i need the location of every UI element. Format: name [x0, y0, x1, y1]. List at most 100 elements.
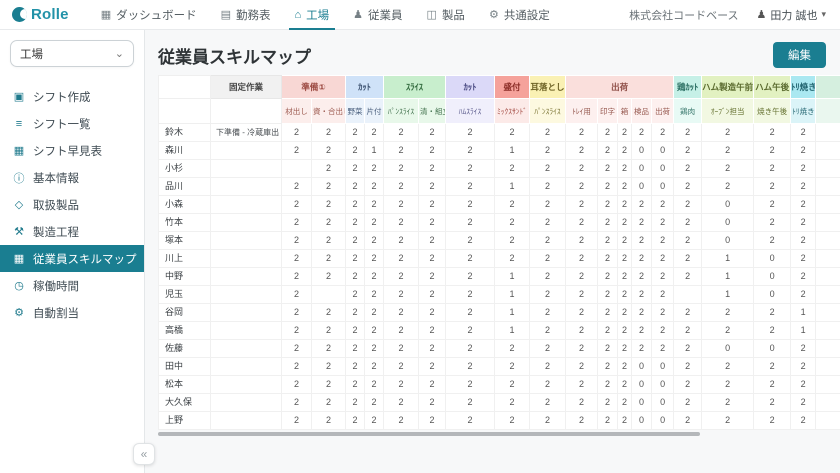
- user-menu[interactable]: ♟ 田力 誠也 ▾: [757, 7, 826, 23]
- top-nav: ▦ ダッシュボード ▤ 勤務表 ⌂ 工場 ♟ 従業員 ◫ 製品 ⚙ 共通設定: [89, 0, 562, 30]
- skill-cell: 2: [494, 375, 531, 394]
- skill-cell: 2: [753, 213, 792, 232]
- skill-cell: 1: [494, 267, 531, 286]
- skill-cell: 2: [673, 213, 703, 232]
- caret-down-icon: ▾: [821, 9, 826, 19]
- top-navbar: Rolle ▦ ダッシュボード ▤ 勤務表 ⌂ 工場 ♟ 従業員 ◫ 製品 ⚙ …: [0, 0, 840, 30]
- sidebar-item-shift-create[interactable]: ▣ シフト作成: [13, 91, 91, 104]
- skill-cell: 2: [281, 177, 312, 196]
- skill-cell: 2: [345, 357, 366, 376]
- skill-cell: 2: [383, 159, 420, 178]
- column-group-header: 盛付: [494, 75, 531, 99]
- fixed-task: [210, 285, 282, 304]
- skill-cell: 2: [651, 195, 675, 214]
- column-group-header: ｽﾗｲｽ: [383, 75, 447, 99]
- column-header: ﾐｯｸｽｻﾝﾄﾞ: [494, 98, 531, 124]
- skill-cell: 0: [701, 213, 755, 232]
- skill-cell: 2: [565, 285, 599, 304]
- sidebar-item-hours[interactable]: ◷ 稼働時間: [14, 280, 79, 293]
- workplace-select[interactable]: 工場 ⌄: [10, 40, 134, 67]
- sidebar-item-shift-list[interactable]: ≡ シフト一覧: [0, 110, 144, 137]
- nav-item-products[interactable]: ◫ 製品: [426, 9, 465, 22]
- skill-cell: 2: [753, 159, 792, 178]
- skill-cell: 2: [701, 141, 755, 160]
- column-header: 鶏肉: [673, 98, 703, 124]
- nav-item-factory[interactable]: ⌂ 工場: [283, 0, 342, 30]
- skill-cell: 2: [310, 357, 347, 376]
- skill-cell: 2: [617, 123, 633, 142]
- rolle-logo-icon: [12, 7, 27, 22]
- skill-cell: 2: [364, 213, 385, 232]
- nav-item-employees[interactable]: ♟ 従業員: [353, 9, 403, 22]
- sidebar-collapse-button[interactable]: «: [133, 443, 155, 465]
- skill-cell: 0: [651, 411, 675, 430]
- nav-item-timesheet[interactable]: ▤ 勤務表: [220, 9, 271, 22]
- skill-cell: [815, 339, 840, 358]
- sidebar-item-handled-products[interactable]: ◇ 取扱製品: [14, 199, 79, 212]
- skill-cell: 2: [597, 303, 619, 322]
- skill-cell: [815, 213, 840, 232]
- skill-cell: 2: [673, 123, 703, 142]
- sidebar-item-basic-info[interactable]: ⓘ 基本情報: [0, 164, 144, 191]
- column-header: 清・組立: [418, 98, 447, 124]
- skill-cell: 2: [617, 231, 633, 250]
- skill-cell: 2: [445, 231, 496, 250]
- sidebar-item-auto-assign[interactable]: ⚙ 自動割当: [14, 307, 79, 320]
- skill-cell: [815, 141, 840, 160]
- skill-cell: 2: [345, 123, 366, 142]
- skill-cell: 2: [494, 231, 531, 250]
- skill-cell: 2: [529, 285, 567, 304]
- skill-cell: 2: [281, 141, 312, 160]
- skill-cell: 0: [631, 177, 653, 196]
- skill-cell: 2: [753, 375, 792, 394]
- skill-cell: 2: [701, 411, 755, 430]
- skill-cell: 2: [753, 303, 792, 322]
- skill-cell: 2: [383, 231, 420, 250]
- skill-cell: 2: [790, 267, 817, 286]
- skill-cell: 1: [701, 267, 755, 286]
- skill-cell: 2: [597, 375, 619, 394]
- skill-cell: 2: [494, 249, 531, 268]
- skill-cell: 2: [565, 177, 599, 196]
- skill-cell: 2: [310, 339, 347, 358]
- horizontal-scrollbar[interactable]: [158, 432, 700, 436]
- nav-item-dashboard[interactable]: ▦ ダッシュボード: [100, 9, 197, 22]
- skill-cell: 2: [673, 267, 703, 286]
- skill-cell: [815, 411, 840, 430]
- sidebar-item-skill-map[interactable]: ▦ 従業員スキルマップ: [0, 245, 144, 272]
- skill-cell: 2: [310, 249, 347, 268]
- skill-cell: 2: [364, 159, 385, 178]
- skill-cell: 2: [631, 249, 653, 268]
- app-logo[interactable]: Rolle: [12, 6, 69, 23]
- skill-cell: 1: [494, 285, 531, 304]
- fixed-task: [210, 177, 282, 196]
- skill-cell: 2: [673, 177, 703, 196]
- sidebar-item-shift-table[interactable]: ▦ シフト早見表: [13, 145, 102, 158]
- skill-cell: 2: [345, 285, 366, 304]
- sidebar-item-process[interactable]: ⚒ 製造工程: [14, 226, 79, 239]
- nav-item-settings[interactable]: ⚙ 共通設定: [488, 9, 550, 22]
- skill-cell: 2: [597, 195, 619, 214]
- skill-cell: 2: [494, 123, 531, 142]
- edit-button[interactable]: 編集: [773, 42, 826, 68]
- skill-cell: 2: [418, 159, 447, 178]
- column-header: 資・合出し: [310, 98, 347, 124]
- skill-cell: 2: [281, 267, 312, 286]
- skill-cell: 2: [631, 123, 653, 142]
- skill-cell: 2: [383, 393, 420, 412]
- skill-cell: [673, 285, 703, 304]
- skill-cell: 2: [790, 249, 817, 268]
- skill-cell: 2: [651, 231, 675, 250]
- skill-cell: 2: [364, 249, 385, 268]
- skill-cell: 0: [701, 231, 755, 250]
- skill-cell: 2: [565, 141, 599, 160]
- skill-cell: 2: [565, 375, 599, 394]
- skill-cell: 2: [345, 231, 366, 250]
- skill-cell: [815, 267, 840, 286]
- employee-name: 川上: [158, 249, 211, 268]
- skill-cell: 2: [345, 249, 366, 268]
- skill-cell: 2: [790, 339, 817, 358]
- skill-cell: 2: [631, 231, 653, 250]
- skill-cell: 2: [565, 249, 599, 268]
- skill-cell: 2: [529, 231, 567, 250]
